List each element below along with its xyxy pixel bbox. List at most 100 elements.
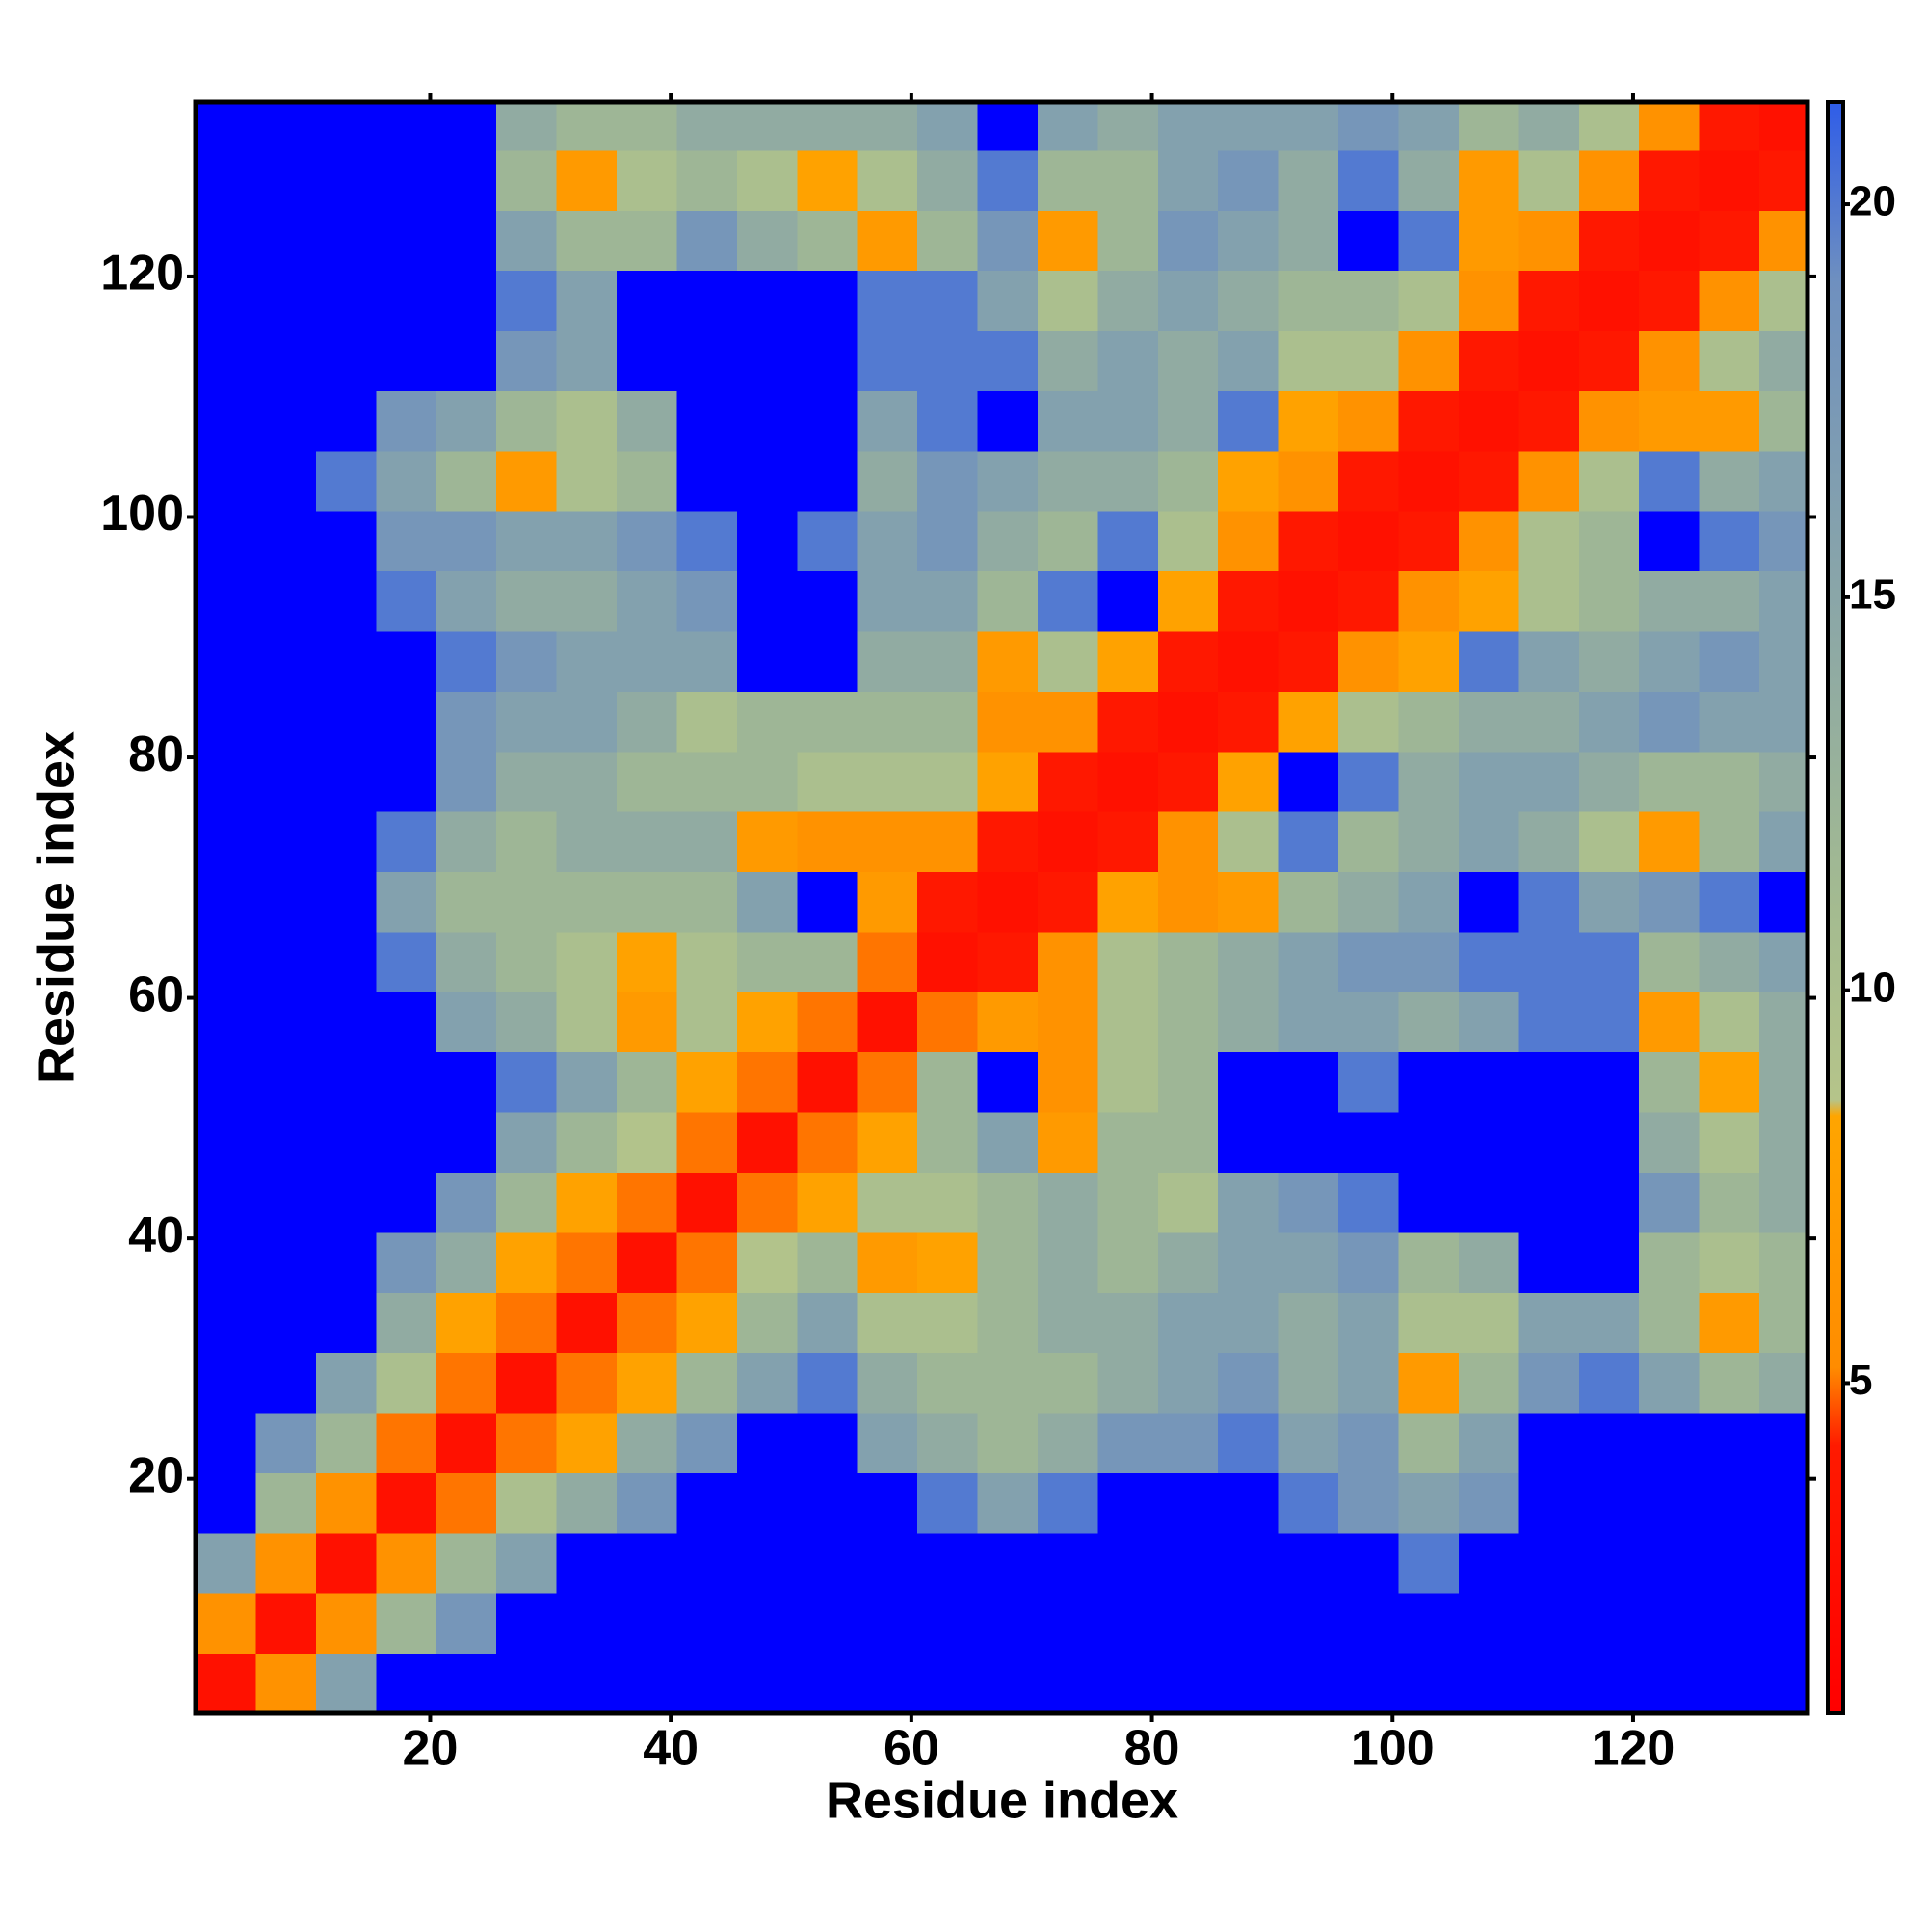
heatmap-cell — [1338, 1112, 1400, 1174]
heatmap-cell — [1759, 1292, 1808, 1354]
heatmap-cell — [1338, 1413, 1400, 1473]
heatmap-cell — [496, 1532, 558, 1594]
y-tick-label: 120 — [100, 246, 184, 302]
heatmap-cell — [1458, 1413, 1519, 1473]
heatmap-cell — [556, 1352, 618, 1414]
heatmap-cell — [255, 450, 317, 512]
heatmap-cell — [1578, 1352, 1640, 1414]
heatmap-cell — [255, 751, 317, 812]
heatmap-cell — [676, 1352, 738, 1414]
heatmap-cell — [1157, 1653, 1219, 1714]
heatmap-cell — [556, 992, 618, 1053]
heatmap-cell — [977, 1532, 1039, 1594]
heatmap-cell — [436, 511, 497, 572]
heatmap-cell — [917, 450, 979, 512]
heatmap-cell — [556, 210, 618, 272]
heatmap-cell — [917, 570, 979, 632]
heatmap-cell — [1458, 1051, 1519, 1113]
heatmap-cell — [616, 1292, 677, 1354]
heatmap-cell — [676, 149, 738, 211]
heatmap-cell — [1157, 1172, 1219, 1233]
heatmap-cell — [797, 570, 858, 632]
heatmap-cell — [1037, 390, 1098, 452]
heatmap-cell — [977, 102, 1039, 151]
heatmap-cell — [556, 331, 618, 391]
heatmap-cell — [255, 102, 317, 151]
heatmap-cell — [736, 450, 798, 512]
heatmap-cell — [977, 511, 1039, 572]
heatmap-cell — [797, 511, 858, 572]
heatmap-cell — [315, 871, 377, 933]
x-tick-label: 40 — [643, 1721, 699, 1777]
heatmap-cell — [315, 331, 377, 391]
heatmap-cell — [315, 1352, 377, 1414]
heatmap-cell — [556, 1231, 618, 1293]
heatmap-cell — [196, 992, 256, 1053]
heatmap-cell — [1278, 931, 1339, 992]
heatmap-cell — [315, 1532, 377, 1594]
heatmap-cell — [616, 149, 677, 211]
heatmap-cell — [1097, 1172, 1159, 1233]
y-axis-title: Residue index — [27, 731, 85, 1084]
heatmap-cell — [1759, 102, 1808, 151]
heatmap-cell — [436, 1112, 497, 1174]
heatmap-cell — [255, 1532, 317, 1594]
heatmap-cell — [496, 1413, 558, 1473]
heatmap-cell — [1759, 691, 1808, 753]
heatmap-cell — [496, 511, 558, 572]
heatmap-cell — [1097, 149, 1159, 211]
heatmap-cell — [676, 1112, 738, 1174]
heatmap-cell — [1218, 751, 1280, 812]
heatmap-cell — [436, 871, 497, 933]
heatmap-cell — [1157, 1593, 1219, 1654]
heatmap-cell — [1218, 570, 1280, 632]
heatmap-cell — [616, 1231, 677, 1293]
heatmap-cell — [736, 1231, 798, 1293]
axes: 20 40 60 80 100 120 20 40 60 80 100 120 5 10 15 20 — [100, 93, 1896, 1777]
heatmap-cell — [1157, 511, 1219, 572]
heatmap-cell — [1458, 691, 1519, 753]
heatmap-cell — [977, 1292, 1039, 1354]
heatmap-cell — [1097, 751, 1159, 812]
heatmap-cell — [1037, 1231, 1098, 1293]
heatmap-cell — [857, 570, 918, 632]
heatmap-cell — [917, 992, 979, 1053]
heatmap-cell — [1398, 331, 1460, 391]
heatmap-cell — [1338, 149, 1400, 211]
heatmap-cell — [917, 631, 979, 692]
heatmap-cell — [676, 270, 738, 331]
heatmap-cell — [255, 631, 317, 692]
heatmap-cell — [1639, 1593, 1701, 1654]
heatmap-cell — [1398, 811, 1460, 873]
heatmap-cell — [977, 1653, 1039, 1714]
heatmap-cell — [676, 331, 738, 391]
heatmap-cell — [797, 1653, 858, 1714]
heatmap-cell — [1639, 270, 1701, 331]
heatmap-cell — [255, 511, 317, 572]
heatmap-cell — [1518, 1231, 1580, 1293]
heatmap-cell — [255, 1292, 317, 1354]
heatmap-cell — [797, 1352, 858, 1414]
heatmap-cell — [1639, 1231, 1701, 1293]
heatmap-cell — [1218, 270, 1280, 331]
heatmap-cell — [1699, 751, 1760, 812]
heatmap-cell — [1398, 1292, 1460, 1354]
heatmap-cell — [977, 1051, 1039, 1113]
heatmap-cell — [1097, 1051, 1159, 1113]
heatmap-cell — [736, 931, 798, 992]
heatmap-cell — [917, 270, 979, 331]
heatmap-cell — [1759, 871, 1808, 933]
heatmap-cell — [196, 871, 256, 933]
heatmap-cell — [315, 1231, 377, 1293]
heatmap-cell — [1097, 931, 1159, 992]
heatmap-cell — [1218, 871, 1280, 933]
heatmap-cell — [1518, 1593, 1580, 1654]
heatmap-cell — [1218, 1413, 1280, 1473]
heatmap-cell — [1759, 931, 1808, 992]
heatmap-cell — [1458, 331, 1519, 391]
heatmap-cell — [315, 1172, 377, 1233]
heatmap-cell — [977, 871, 1039, 933]
heatmap-cell — [1097, 1593, 1159, 1654]
heatmap-cell — [797, 751, 858, 812]
heatmap-cell — [436, 331, 497, 391]
